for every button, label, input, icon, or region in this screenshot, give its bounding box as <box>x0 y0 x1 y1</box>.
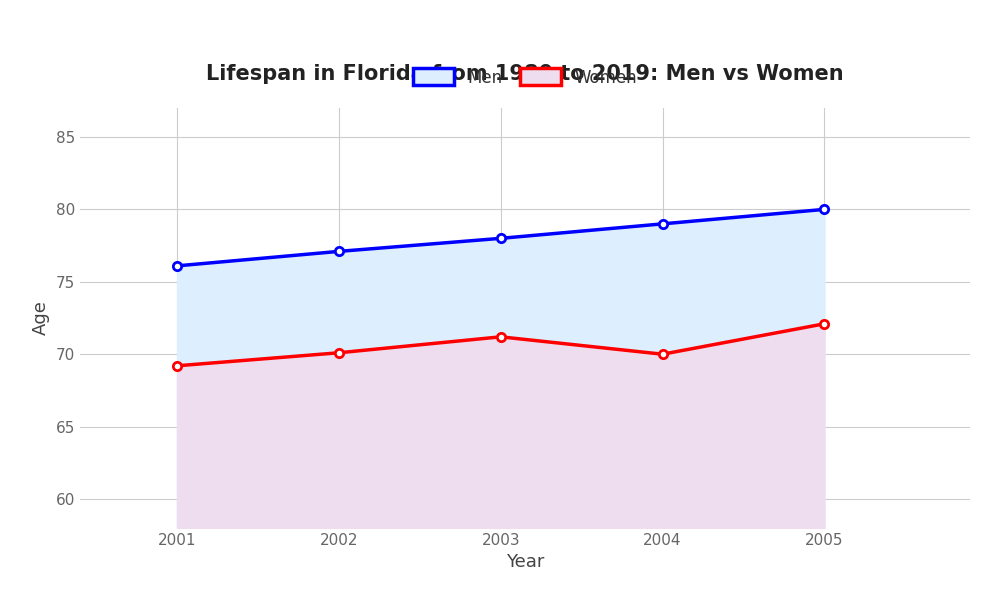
X-axis label: Year: Year <box>506 553 544 571</box>
Y-axis label: Age: Age <box>32 301 50 335</box>
Title: Lifespan in Florida from 1980 to 2019: Men vs Women: Lifespan in Florida from 1980 to 2019: M… <box>206 64 844 84</box>
Legend: Men, Women: Men, Women <box>406 62 644 93</box>
